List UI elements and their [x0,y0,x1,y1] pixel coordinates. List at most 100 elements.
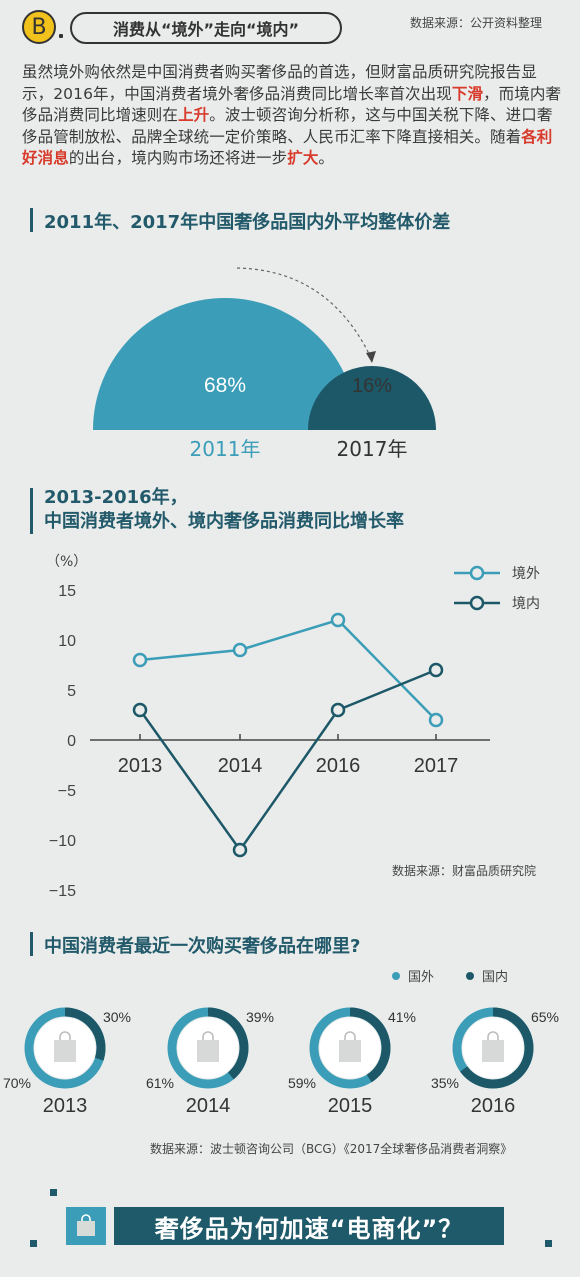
page-title: 消费从“境外”走向“境内” [70,12,342,44]
purchase-location-donuts: 30% 70% 2013 39% 61% 2014 41% 59% 2015 65% 35% 2016 [3,1007,559,1117]
intro-text: 的出台，境内购市场还将进一步 [68,149,288,167]
decor-square [545,1240,552,1247]
value-label-2017: 16% [352,375,392,397]
arrow-head [366,351,376,363]
domestic-percent-label: 65% [531,1009,559,1025]
section3-title: 中国消费者最近一次购买奢侈品在哪里? [44,936,361,957]
x-tick-label: 2013 [118,755,163,777]
highlight-good-news: 各利好消息 [22,127,553,168]
banner-text: 奢侈品为何加速“电商化”？ [154,1214,464,1243]
legend-marker [469,565,485,581]
shopping-bag-icon [339,1031,361,1062]
intro-text: 。 [318,149,335,167]
legend-label: 境外 [512,566,540,582]
data-point-abroad [428,712,444,728]
category-label-2017: 2017年 [337,437,408,461]
data-point-domestic [132,702,148,718]
year-label: 2015 [328,1095,373,1117]
legend-abroad: 国外 [392,966,434,985]
legend-domestic-dot [466,971,474,980]
abroad-percent-label: 59% [288,1075,316,1091]
donut-ring-domestic [309,1007,391,1089]
data-point-domestic [330,702,346,718]
domestic-percent-label: 41% [388,1009,416,1025]
y-tick-label: −10 [49,833,76,850]
x-tick-label: 2016 [316,755,361,777]
x-tick-label: 2017 [414,755,459,777]
next-section-banner[interactable]: 奢侈品为何加速“电商化”？ [114,1207,504,1245]
donut-2013: 30% 70% 2013 [3,1007,131,1117]
section2-title-line1: 2013-2016年， [44,487,188,508]
intro-text: ，而境内奢侈品消费同比增速则在 [22,84,562,125]
section2-title: 2013-2016年， 中国消费者境外、境内奢侈品消费同比增长率 [44,486,404,534]
section3-title-bar [30,932,33,956]
y-tick-label: 10 [58,633,76,650]
abroad-percent-label: 70% [3,1075,31,1091]
highlight-rise: 上升 [178,106,210,124]
highlight-expand: 扩大 [287,149,319,167]
y-tick-label: 5 [67,683,76,700]
intro-text: 虽然境外购依然是中国消费者购买奢侈品的首选，但财富品质研究院报告显示，2016年… [22,63,537,103]
data-point-abroad [232,642,248,658]
abroad-percent-label: 35% [431,1075,459,1091]
section1-title: 2011年、2017年中国奢侈品国内外平均整体价差 [44,212,451,233]
section3-source: 数据来源：波士顿咨询公司（BCG）《2017全球奢侈品消费者洞察》 [150,1142,513,1156]
value-label-2011: 68% [204,374,246,397]
series-line-abroad [139,618,437,721]
legend-abroad-label: 国外 [408,970,435,985]
page-title-text: 消费从“境外”走向“境内” [112,20,300,39]
y-tick-label: 15 [58,583,76,600]
section2-source: 数据来源：财富品质研究院 [392,864,537,878]
legend-marker [469,595,485,611]
donut-2014: 39% 61% 2014 [146,1007,274,1117]
arrow-curve [236,267,373,361]
category-label-2011: 2011年 [190,437,261,461]
y-tick-label: 0 [67,733,76,750]
shopping-bag-icon [54,1031,76,1062]
donut-ring-domestic [24,1007,106,1089]
section-badge-letter: B [31,14,47,40]
data-point-domestic [428,662,444,678]
donut-ring-domestic [167,1007,249,1089]
shopping-bag-icon [197,1031,219,1062]
donut-2015: 41% 59% 2015 [288,1007,416,1117]
donut-2016: 65% 35% 2016 [431,1007,559,1117]
section-badge: B [22,10,56,44]
domestic-percent-label: 39% [246,1009,274,1025]
decor-square [30,1240,37,1247]
x-tick-label: 2014 [218,755,263,777]
badge-dot [59,34,63,38]
abroad-percent-label: 61% [146,1075,174,1091]
data-point-domestic [232,842,248,858]
y-axis-unit: （%） [46,554,87,570]
section2-title-bar [30,488,33,534]
shopping-bag-icon [77,1214,95,1236]
year-label: 2016 [471,1095,516,1117]
series-line-domestic [138,668,437,853]
year-label: 2013 [43,1095,88,1117]
y-tick-label: −5 [58,783,76,800]
year-label: 2014 [186,1095,231,1117]
data-point-abroad [330,612,346,628]
intro-paragraph: 虽然境外购依然是中国消费者购买奢侈品的首选，但财富品质研究院报告显示，2016年… [22,62,562,170]
highlight-decline: 下滑 [451,84,484,103]
shopping-bag-icon [482,1031,504,1062]
legend-domestic: 国内 [466,966,508,985]
legend-domestic-label: 国内 [482,970,509,985]
semicircle-2011 [93,298,357,430]
header-source: 数据来源：公开资料整理 [410,16,543,30]
data-point-abroad [132,652,148,668]
y-tick-label: −15 [49,883,76,900]
decor-square [50,1189,57,1196]
intro-text: 。波士顿咨询分析称，这与中国关税下降、进口奢侈品管制放松、品牌全球统一定价策略、… [22,106,553,146]
banner-bag-icon-box [66,1207,106,1245]
donut-ring-domestic [452,1007,534,1089]
legend-label: 境内 [512,596,540,612]
legend-abroad-dot [392,971,400,980]
section1-title-bar [30,208,33,232]
domestic-percent-label: 30% [103,1009,131,1025]
semicircle-2017 [307,365,437,430]
price-gap-chart: 68% 16% 2011年 2017年 [93,267,437,461]
section2-title-line2: 中国消费者境外、境内奢侈品消费同比增长率 [44,511,404,532]
